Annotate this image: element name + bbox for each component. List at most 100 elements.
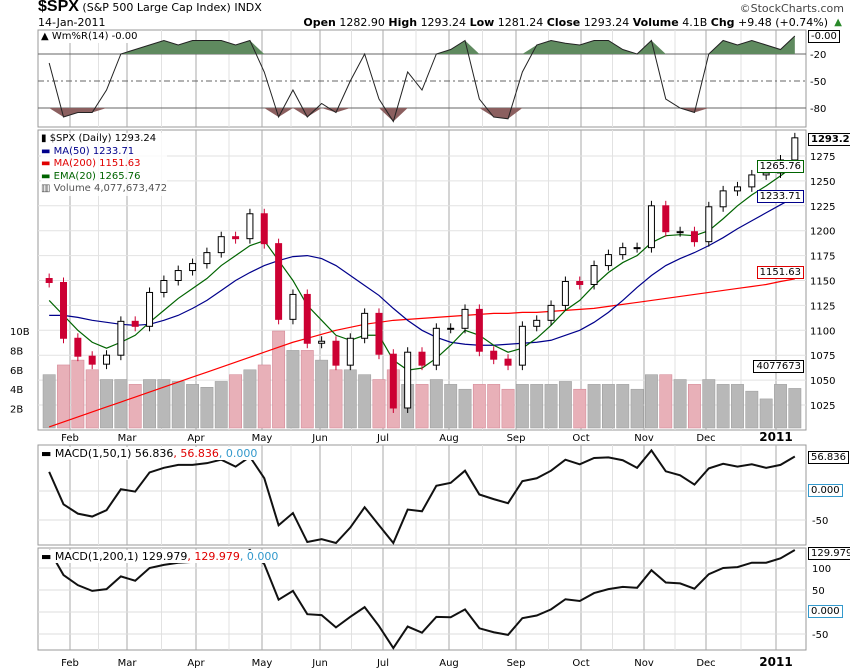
month-label: Nov (634, 433, 654, 444)
macd2-legend-text: MACD(1,200,1) 129.979 (54, 550, 188, 563)
chg-label: Chg (710, 16, 735, 29)
volume-bar (315, 359, 329, 429)
month-label: Jun (311, 658, 328, 668)
close-value: 1293.24 (583, 16, 630, 29)
volume-bar (788, 388, 802, 429)
macd2-value-tag: 129.979 (808, 547, 850, 560)
volume-bar (343, 369, 357, 429)
volume-tick-label: 6B (10, 366, 23, 377)
volume-bar (444, 384, 458, 429)
price-tick-label: 1150 (810, 277, 835, 288)
month-label: Aug (439, 658, 459, 668)
candle (676, 231, 684, 234)
month-label: Nov (634, 658, 654, 668)
candle (748, 174, 756, 188)
price-legend: ▮ $SPX (Daily) 1293.24 ▬ MA(50) 1233.71 … (41, 133, 168, 196)
macd2-hist-text: , 0.000 (239, 550, 279, 563)
open-label: Open (303, 16, 336, 29)
candle (246, 213, 254, 240)
candle (619, 247, 627, 256)
candle (346, 337, 354, 366)
volume-bar (186, 384, 199, 429)
month-label: Dec (696, 433, 715, 444)
volume-value: 4.1B (682, 16, 708, 29)
ma200-legend-text: MA(200) 1151.63 (53, 158, 141, 169)
volume-bar (759, 398, 773, 429)
volume-value-tag: 4077673 (753, 360, 804, 373)
candle (389, 353, 397, 409)
month-label: Apr (187, 433, 205, 444)
month-label: Jun (311, 433, 328, 444)
candle (146, 291, 154, 327)
candle (533, 319, 541, 327)
quote-date: 14-Jan-2011 (38, 16, 106, 29)
candle (690, 231, 698, 243)
volume-bar (229, 374, 243, 429)
exchange: INDX (234, 1, 262, 14)
volume-bar (329, 369, 343, 429)
candle (303, 293, 311, 344)
price-tick-label: 1275 (810, 152, 835, 163)
volume-bar (257, 364, 271, 429)
macd2-signal-text: , 129.979 (187, 550, 240, 563)
month-label: 2011 (759, 430, 792, 444)
month-label: Aug (439, 433, 459, 444)
volume-label: Volume (632, 16, 679, 29)
volume-bar (745, 390, 759, 429)
volume-bar (716, 384, 730, 429)
symbol: $SPX (38, 0, 79, 15)
candle (791, 137, 799, 161)
volume-bar (558, 381, 572, 429)
volume-bar (200, 387, 214, 429)
candle (604, 254, 612, 267)
m2-panel (37, 547, 807, 651)
ema20-value-tag: 1265.76 (756, 160, 804, 173)
candle (275, 243, 283, 320)
candle (260, 213, 268, 245)
volume-tick-label: 4B (10, 385, 23, 396)
volume-bar (57, 364, 70, 429)
price-legend-item: ▮ $SPX (Daily) 1293.24 (41, 133, 157, 144)
volume-bar (157, 379, 171, 429)
price-tick-label: 1250 (810, 177, 835, 188)
volume-tick-label: 8B (10, 346, 23, 357)
m1-panel (37, 444, 807, 546)
macd1-zero-tag: 0.000 (808, 484, 843, 497)
candle (88, 355, 96, 365)
high-value: 1293.24 (420, 16, 467, 29)
macd2-legend: ▬ MACD(1,200,1) 129.979, 129.979, 0.000 (41, 550, 279, 563)
wpr-tick-label: -20 (810, 50, 826, 61)
candle (103, 354, 111, 365)
price-tick-label: 1025 (810, 401, 835, 412)
volume-bar (171, 381, 185, 429)
candle (332, 340, 340, 366)
candle (45, 278, 53, 283)
stockcharts-logo[interactable]: ©StockCharts.com (739, 2, 844, 15)
volume-bar (673, 379, 687, 429)
month-label: Jul (376, 433, 389, 444)
ma50-legend-text: MA(50) 1233.71 (53, 145, 135, 157)
month-label: Mar (118, 658, 138, 668)
month-label: Sep (507, 658, 526, 668)
ma200-line (48, 278, 795, 428)
price-tick-label: 1050 (810, 376, 835, 387)
candle (490, 350, 498, 360)
month-label: Oct (572, 658, 589, 668)
month-label: Mar (118, 433, 138, 444)
month-label: Jul (376, 658, 389, 668)
price-tick-label: 1200 (810, 227, 835, 238)
candle (647, 205, 655, 249)
open-value: 1282.90 (339, 16, 385, 29)
candle (576, 280, 584, 285)
macd1-line (48, 448, 796, 545)
volume-bar (501, 388, 515, 429)
wpr-legend: ▲ Wm%R(14) -0.00 (41, 31, 138, 43)
macd2-tick-label: 100 (812, 564, 831, 575)
volume-bar (214, 381, 228, 429)
month-label: Sep (507, 433, 526, 444)
volume-bar (530, 384, 544, 429)
month-label: Feb (61, 658, 79, 668)
volume-bar (429, 379, 443, 429)
month-label: May (252, 433, 273, 444)
